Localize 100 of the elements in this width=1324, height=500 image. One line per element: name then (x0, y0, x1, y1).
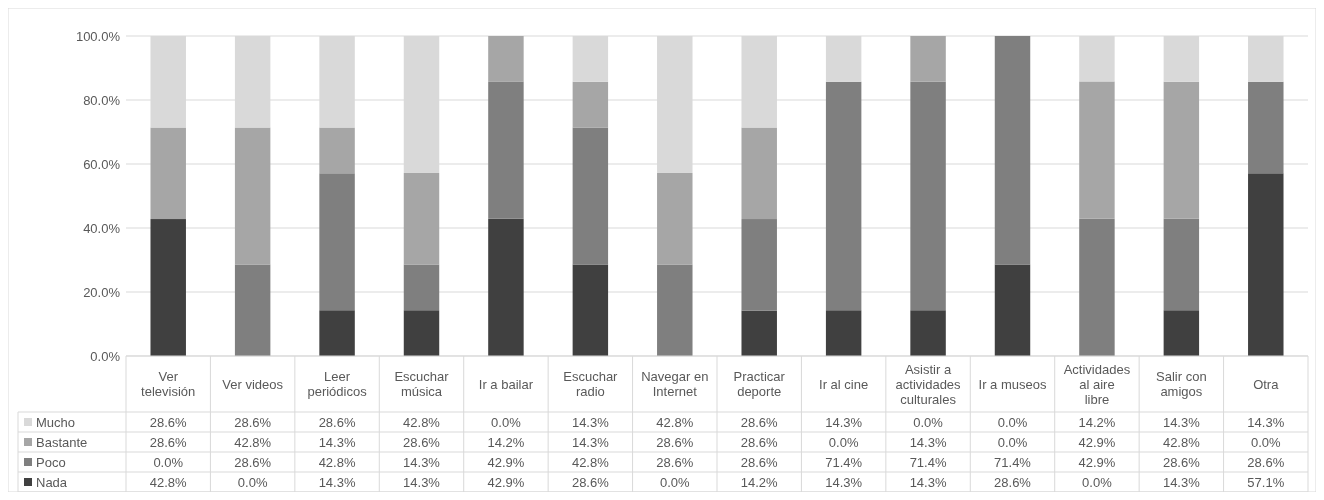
data-label: 28.6% (149, 414, 188, 430)
bar (994, 264, 1031, 356)
bar (234, 127, 271, 265)
data-label: 28.6% (656, 434, 694, 450)
data-label: 28.6% (1247, 454, 1285, 470)
bar (572, 127, 609, 265)
data-label: 14.3% (571, 434, 610, 450)
bar (825, 310, 862, 356)
data-label: 71.4% (825, 454, 863, 470)
data-label: 14.3% (1162, 414, 1201, 430)
bar (657, 172, 693, 265)
x-tick-label: Practicar deporte (733, 369, 786, 400)
data-label: 28.6% (740, 454, 779, 470)
legend-label: Mucho (36, 414, 76, 430)
y-tick-label: 60.0% (83, 156, 121, 172)
x-tick-label: Ver videos (222, 376, 284, 392)
data-label: 0.0% (153, 454, 184, 470)
data-label: 14.3% (318, 434, 356, 450)
data-label: 14.2% (487, 434, 525, 450)
data-label: 14.3% (825, 474, 863, 490)
bar (1079, 218, 1115, 356)
bar (910, 81, 946, 311)
data-label: 42.8% (656, 414, 694, 430)
data-label: 42.8% (571, 454, 610, 470)
data-label: 28.6% (656, 454, 694, 470)
data-label: 28.6% (1162, 454, 1201, 470)
data-label: 28.6% (149, 434, 188, 450)
data-label: 0.0% (1250, 434, 1282, 450)
x-tick-label: Actividades al aire libre (1063, 361, 1131, 407)
bar (1248, 173, 1284, 356)
bar (319, 310, 355, 356)
bar (319, 173, 355, 311)
data-label: 28.6% (571, 474, 610, 490)
data-label: 42.9% (487, 454, 525, 470)
data-label: 0.0% (237, 474, 268, 490)
data-label: 42.9% (487, 474, 525, 490)
bar (741, 127, 777, 220)
bar (572, 264, 609, 356)
bar (234, 264, 271, 356)
data-label: 42.9% (1078, 434, 1116, 450)
bar (319, 127, 355, 174)
bar (1079, 81, 1115, 219)
data-label: 0.0% (997, 434, 1028, 450)
data-label: 28.6% (994, 474, 1032, 490)
bar (910, 310, 946, 356)
data-label: 14.3% (571, 414, 610, 430)
data-label: 0.0% (828, 434, 859, 450)
bar (994, 36, 1031, 265)
x-tick-label: Navegar en Internet (641, 369, 709, 400)
bar (488, 81, 524, 219)
y-tick-label: 40.0% (83, 220, 121, 236)
data-label: 14.3% (318, 474, 356, 490)
x-tick-label: Escuchar radio (563, 369, 619, 400)
legend-label: Nada (36, 474, 68, 490)
bar (741, 219, 777, 311)
data-label: 42.8% (403, 414, 441, 430)
y-tick-label: 0.0% (90, 348, 121, 364)
data-label: 14.3% (1162, 474, 1201, 490)
data-label: 0.0% (913, 414, 944, 430)
data-label: 14.3% (403, 474, 441, 490)
data-label: 14.3% (403, 454, 441, 470)
y-tick-label: 20.0% (83, 284, 121, 300)
y-tick-label: 80.0% (83, 92, 121, 108)
data-label: 28.6% (234, 414, 272, 430)
bar (1163, 81, 1200, 219)
x-tick-label: Ver televisión (141, 369, 196, 400)
bar (488, 36, 524, 82)
data-label: 0.0% (1082, 474, 1113, 490)
data-label: 14.3% (909, 474, 947, 490)
data-label: 28.6% (318, 414, 356, 430)
bar (1163, 310, 1200, 356)
bar (741, 310, 777, 356)
data-label: 14.3% (1247, 414, 1285, 430)
x-tick-label: Otra (1253, 376, 1280, 392)
x-tick-label: Salir con amigos (1156, 369, 1207, 400)
bar (572, 81, 609, 128)
x-tick-label: Ir a museos (978, 376, 1047, 392)
bar (150, 127, 186, 220)
data-label: 42.8% (149, 474, 188, 490)
data-label: 42.9% (1078, 454, 1116, 470)
data-label: 28.6% (403, 434, 441, 450)
bar (150, 219, 186, 356)
x-tick-label: Escuchar música (394, 369, 450, 400)
data-label: 0.0% (659, 474, 691, 490)
bar (910, 36, 946, 82)
data-label: 57.1% (1247, 474, 1285, 490)
data-label: 28.6% (740, 434, 779, 450)
x-tick-label: Ir al cine (819, 376, 869, 392)
y-tick-label: 100.0% (75, 28, 121, 44)
bar (1163, 218, 1200, 311)
x-tick-label: Ir a bailar (478, 376, 534, 392)
legend-label: Bastante (36, 434, 88, 450)
data-label: 71.4% (909, 454, 947, 470)
bar (1248, 81, 1284, 174)
data-label: 42.8% (1162, 434, 1201, 450)
data-label: 28.6% (234, 454, 272, 470)
bar (825, 81, 862, 311)
data-label: 14.2% (740, 474, 779, 490)
bar (403, 172, 440, 265)
data-label: 14.3% (909, 434, 947, 450)
